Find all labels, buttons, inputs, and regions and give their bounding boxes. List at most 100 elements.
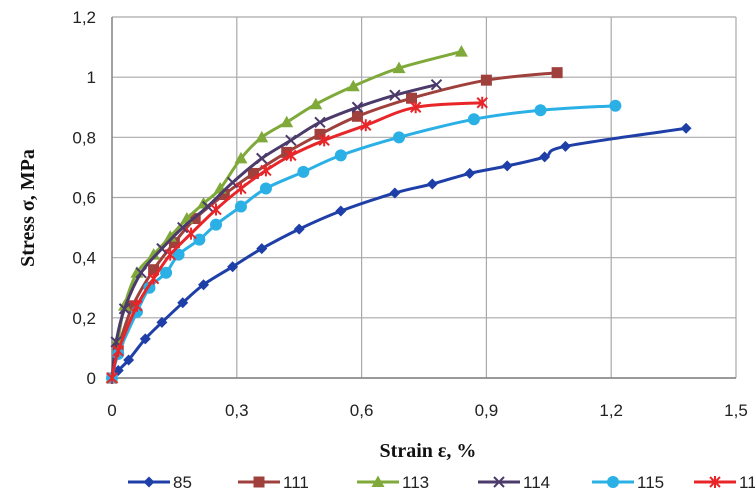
x-tick-label: 0,3	[225, 401, 249, 420]
data-point-85	[335, 205, 347, 217]
y-tick-label: 0,4	[72, 249, 96, 268]
data-point-111	[218, 188, 230, 200]
legend-label: 85	[173, 473, 192, 492]
y-axis-title: Stress σ, MPa	[17, 149, 39, 267]
y-tick-label: 0,2	[72, 309, 96, 328]
data-point-85	[156, 316, 168, 328]
data-point-116	[185, 227, 197, 240]
legend-marker	[493, 476, 505, 488]
data-point-114	[226, 176, 239, 189]
data-point-114	[389, 89, 401, 101]
data-point-116	[476, 96, 488, 109]
data-point-111	[351, 110, 363, 122]
y-tick-label: 0,6	[72, 189, 96, 208]
x-tick-label: 0	[107, 401, 116, 420]
data-point-113	[147, 248, 161, 260]
legend-marker	[253, 476, 265, 488]
data-point-85	[256, 243, 268, 255]
data-point-115	[609, 99, 622, 112]
data-point-85	[501, 160, 513, 172]
data-point-114	[430, 78, 443, 91]
x-tick-label: 1,2	[599, 401, 623, 420]
data-point-111	[247, 167, 259, 179]
data-point-116	[260, 164, 272, 177]
data-point-111	[406, 92, 418, 104]
data-point-111	[168, 237, 180, 249]
data-point-114	[256, 152, 268, 165]
data-point-114	[201, 200, 214, 213]
data-point-115	[259, 182, 272, 195]
data-point-85	[123, 354, 135, 366]
data-point-85	[464, 167, 476, 179]
legend-label: 116	[739, 473, 755, 492]
data-point-115	[334, 149, 347, 162]
data-point-85	[227, 261, 239, 273]
data-point-85	[559, 140, 571, 152]
data-point-116	[164, 248, 176, 261]
data-point-111	[127, 300, 139, 312]
legend-item-115: 115	[592, 473, 664, 492]
data-point-116	[112, 344, 124, 357]
data-point-116	[235, 182, 247, 195]
data-point-113	[454, 45, 468, 57]
legend-marker	[607, 476, 619, 488]
data-point-115	[210, 218, 222, 231]
data-point-114	[118, 303, 131, 315]
data-point-113	[309, 97, 323, 110]
data-point-113	[280, 115, 294, 128]
legend-item-116: 116	[694, 473, 755, 492]
data-point-114	[177, 221, 189, 234]
data-point-114	[351, 101, 364, 113]
data-point-114	[285, 134, 297, 147]
data-point-85	[389, 187, 401, 199]
x-tick-label: 0,9	[475, 401, 499, 420]
series-85	[106, 122, 692, 384]
data-point-111	[148, 264, 160, 276]
x-tick-labels: 0 0,3 0,6 0,9 1,2 1,5	[107, 401, 748, 420]
y-tick-label: 0	[87, 369, 96, 388]
legend-marker	[709, 476, 721, 488]
data-point-114	[314, 116, 326, 128]
data-point-113	[346, 79, 360, 92]
data-point-85	[293, 223, 305, 235]
y-tick-label: 0,8	[72, 128, 96, 147]
data-point-85	[198, 279, 210, 291]
data-point-115	[393, 131, 406, 144]
data-point-111	[551, 67, 563, 79]
gridlines	[111, 16, 737, 379]
data-point-115	[534, 104, 547, 117]
data-point-115	[297, 165, 310, 178]
data-point-85	[539, 151, 551, 163]
data-point-116	[210, 203, 222, 216]
data-point-116	[147, 272, 160, 285]
legend-marker	[371, 475, 385, 487]
legend-item-85: 85	[128, 473, 192, 492]
series-line-115	[110, 104, 617, 380]
data-point-116	[409, 101, 422, 114]
data-point-85	[139, 333, 151, 345]
data-point-113	[392, 61, 406, 74]
data-point-111	[314, 128, 326, 140]
data-point-115	[160, 266, 173, 279]
data-point-116	[318, 134, 330, 147]
x-tick-label: 1,5	[724, 401, 748, 420]
data-point-116	[360, 119, 372, 132]
series-line-113	[110, 50, 463, 380]
series-114	[106, 78, 443, 384]
data-point-85	[177, 297, 189, 309]
data-point-113	[255, 130, 269, 143]
data-point-115	[172, 248, 185, 261]
legend-label: 115	[637, 473, 664, 492]
legend-item-114: 114	[478, 473, 550, 492]
data-point-116	[285, 149, 297, 162]
data-point-111	[480, 74, 492, 86]
data-point-114	[135, 267, 147, 279]
legend-label: 111	[283, 473, 309, 492]
data-point-115	[234, 200, 247, 213]
series-line-114	[110, 83, 438, 380]
legend-item-113: 113	[357, 473, 429, 492]
data-point-113	[163, 230, 177, 242]
y-tick-labels: 0 0,2 0,4 0,6 0,8 1 1,2	[72, 8, 96, 388]
data-point-115	[467, 113, 480, 126]
